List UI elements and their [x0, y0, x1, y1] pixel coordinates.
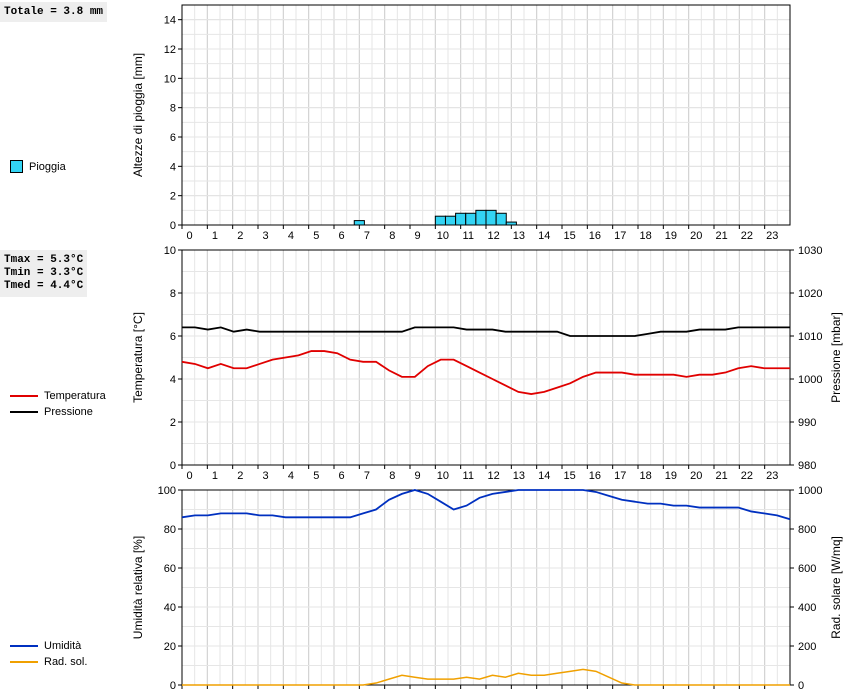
- page: { "layout": { "width": 860, "height": 69…: [0, 0, 860, 690]
- svg-text:Umidità relativa [%]: Umidità relativa [%]: [131, 536, 145, 639]
- humidity-chart-svg: 0204060801000200400600800100001234567891…: [0, 0, 860, 690]
- svg-text:100: 100: [158, 485, 176, 497]
- svg-text:400: 400: [798, 602, 816, 614]
- svg-text:1000: 1000: [798, 485, 822, 497]
- svg-text:60: 60: [164, 563, 176, 575]
- svg-text:20: 20: [164, 641, 176, 653]
- svg-text:Rad. solare [W/mq]: Rad. solare [W/mq]: [829, 536, 843, 639]
- svg-text:600: 600: [798, 563, 816, 575]
- svg-text:40: 40: [164, 602, 176, 614]
- svg-text:0: 0: [798, 680, 804, 690]
- svg-text:0: 0: [170, 680, 176, 690]
- svg-text:80: 80: [164, 524, 176, 536]
- svg-text:200: 200: [798, 641, 816, 653]
- svg-text:800: 800: [798, 524, 816, 536]
